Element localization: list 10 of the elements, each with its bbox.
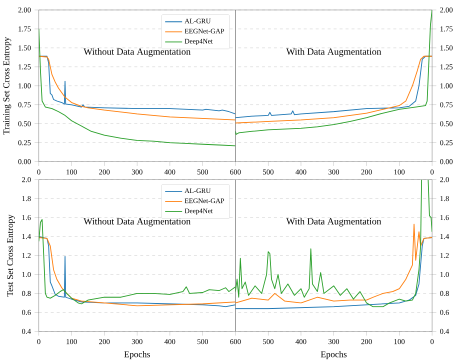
annotation: With Data Augmentation	[286, 218, 382, 226]
y-axis-title: Test Set Cross Entropy	[7, 214, 15, 296]
line-series	[38, 28, 236, 146]
x-axis-title: Epochs	[124, 350, 150, 359]
x-axis-title: Epochs	[320, 350, 347, 359]
line-series	[235, 10, 432, 135]
annotation: With Data Augmentation	[286, 48, 382, 57]
annotation: Without Data Augmentation	[84, 48, 191, 57]
y-axis-title: Training Set Cross Entropy	[3, 36, 12, 134]
annotation: Without Data Augmentation	[84, 218, 191, 226]
